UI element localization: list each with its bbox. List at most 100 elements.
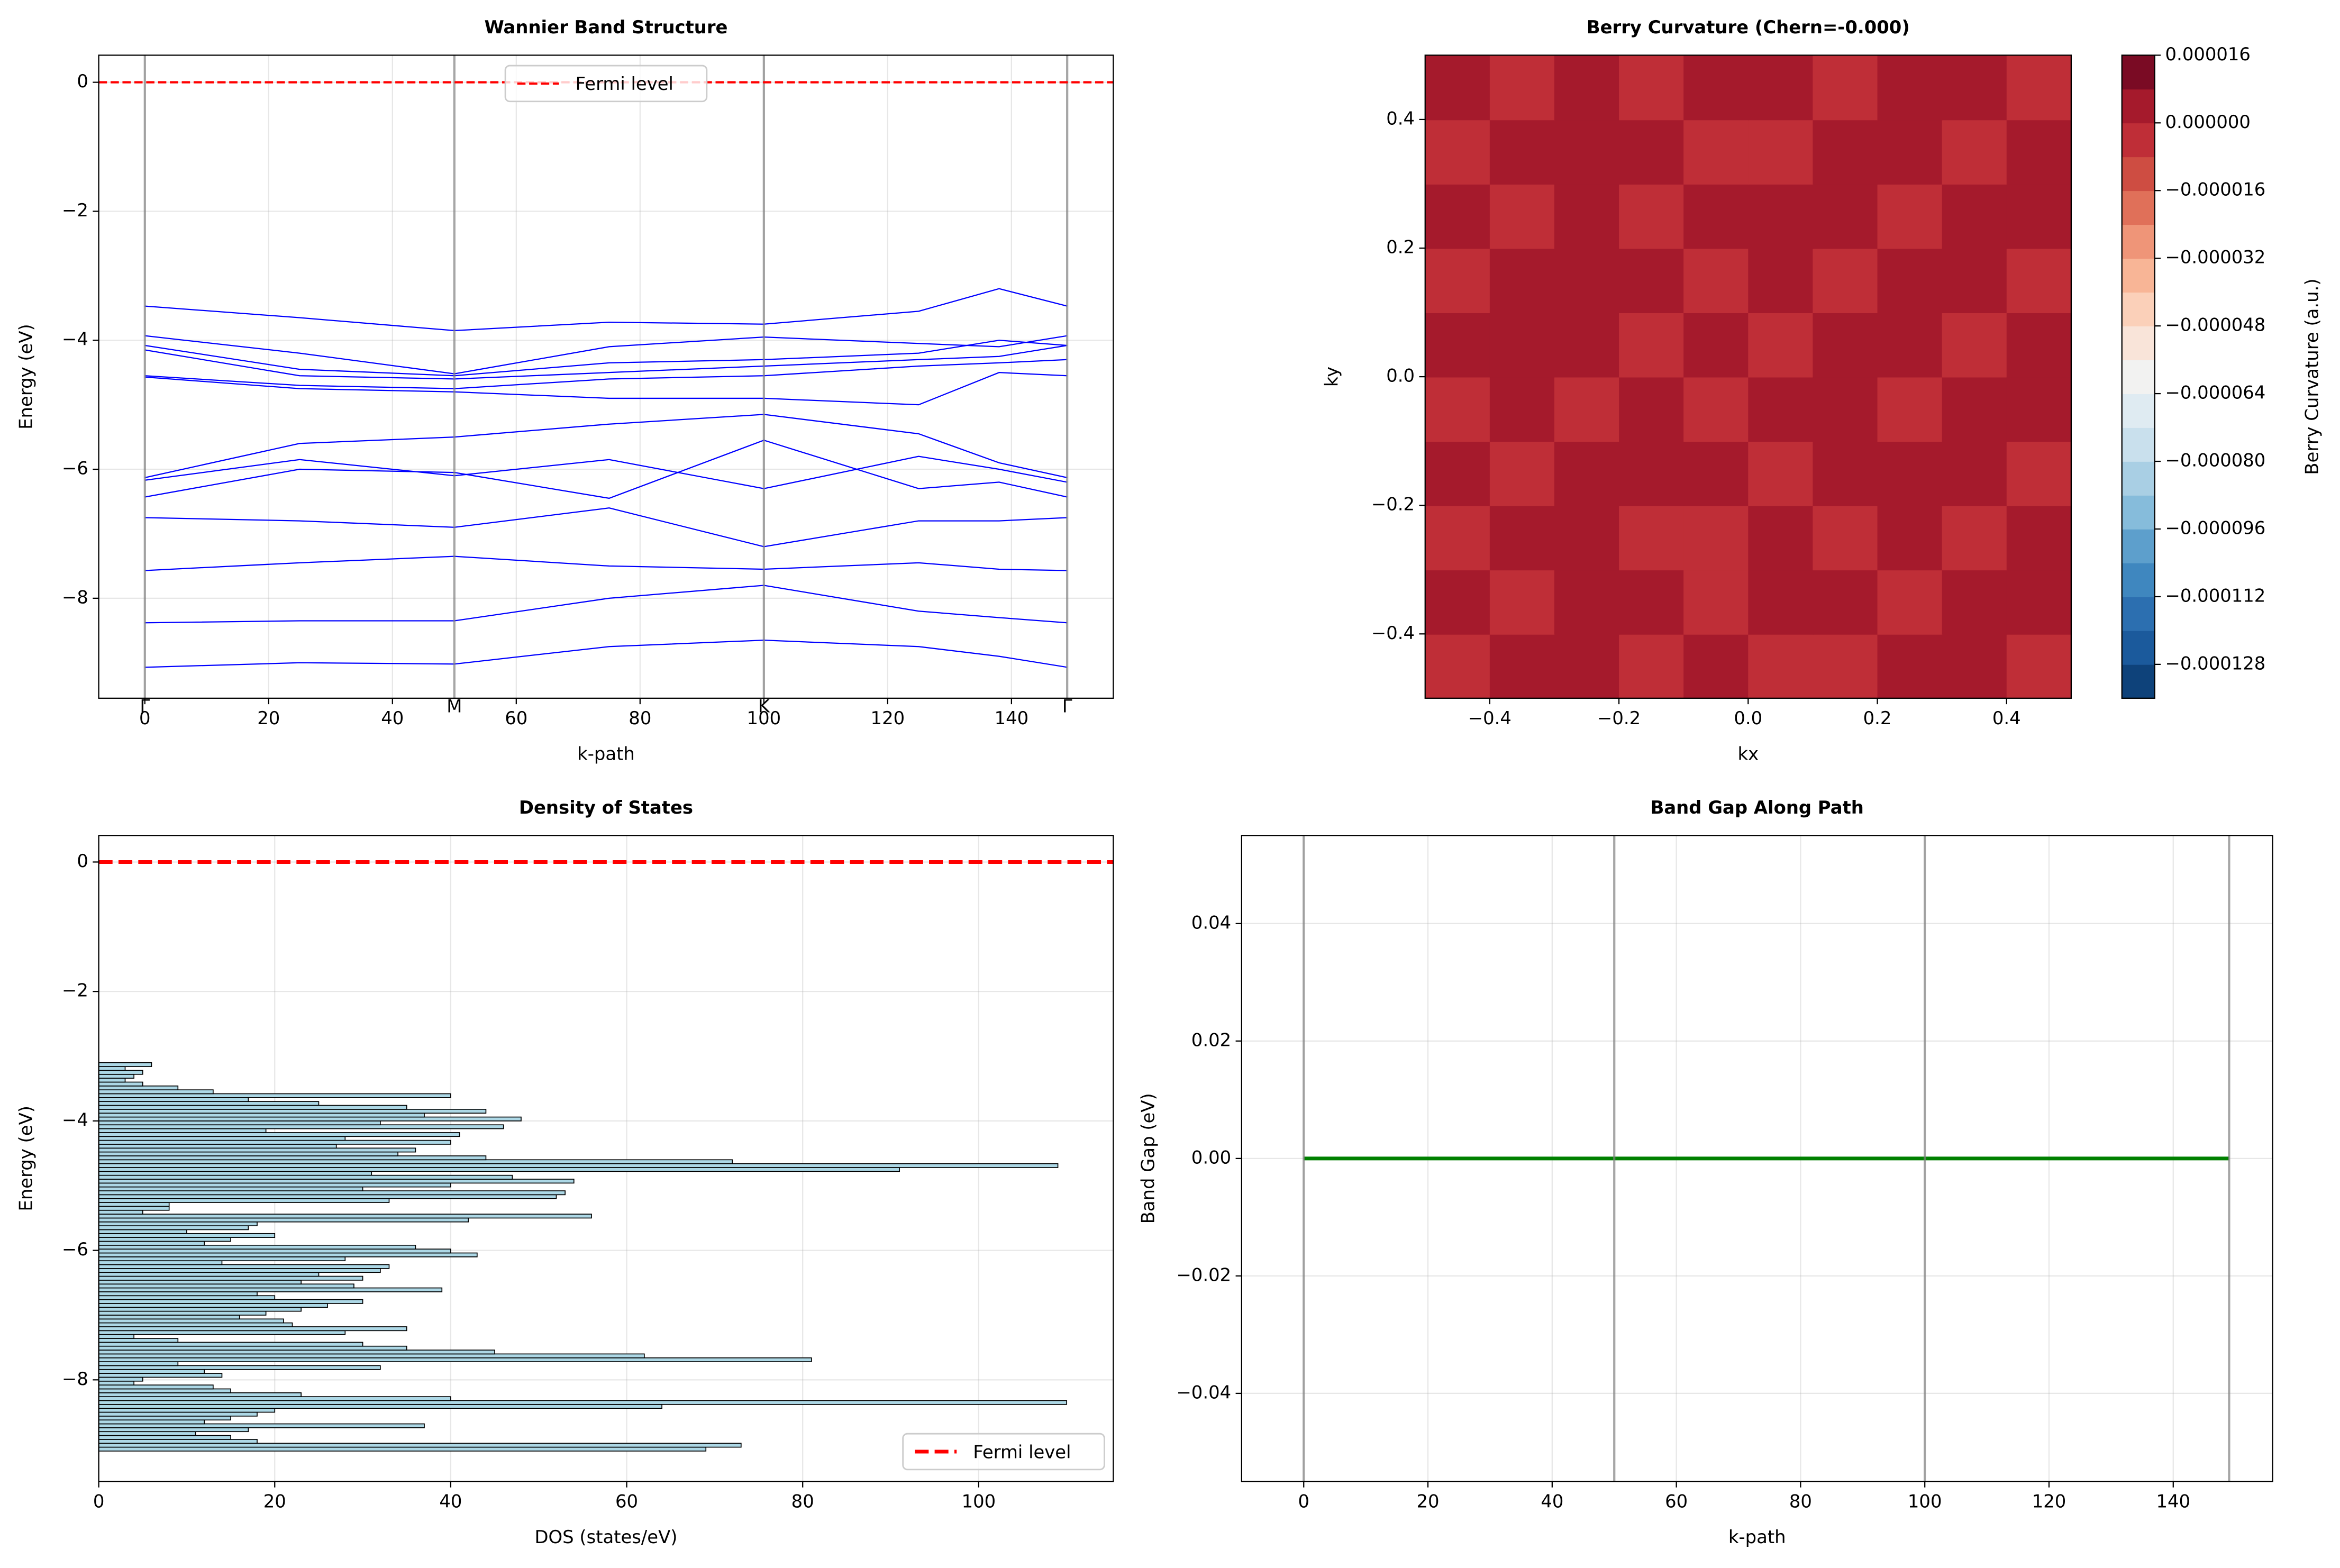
dos-bar: [98, 1225, 249, 1230]
dos-bar: [98, 1291, 258, 1297]
dos-bar: [98, 1318, 284, 1324]
dos-bar: [98, 1380, 134, 1385]
y-tick-label: 0.04: [1191, 912, 1231, 933]
contour-cell: [1748, 248, 1814, 313]
contour-cell: [1877, 312, 1943, 378]
x-tick-label: 80: [629, 708, 651, 728]
line-series: [144, 340, 1068, 377]
x-tick-label: −0.2: [1597, 708, 1641, 728]
contour-cell: [1748, 119, 1814, 185]
dos-bar: [98, 1322, 293, 1327]
colorbar-tick-label: −0.000064: [2165, 382, 2266, 403]
x-tick-label: 100: [747, 708, 781, 728]
y-tick-label: −4: [62, 1109, 88, 1130]
y-tick-label: −6: [62, 1239, 88, 1260]
axes-frame: [1241, 835, 2273, 1482]
dos-bar: [98, 1268, 381, 1273]
y-tick-label: −2: [62, 200, 88, 221]
axes-frame: [98, 54, 1114, 699]
dos-bar: [98, 1073, 134, 1079]
x-tick-label: 80: [1789, 1491, 1812, 1511]
line-series: [144, 639, 1068, 668]
contour-cell: [1489, 119, 1555, 185]
dos-bar: [98, 1416, 231, 1421]
y-tick-label: 0.0: [1386, 366, 1415, 386]
y-tick-label: 0.4: [1386, 108, 1415, 129]
subplot: 0 20 40 60 80 100 −8 −6 −4 −2 0 Fermi level Density …: [16, 797, 1114, 1547]
high-symmetry-label: M: [447, 696, 462, 716]
legend-label: Fermi level: [576, 74, 673, 94]
contour-cell: [1554, 55, 1620, 121]
contour-cell: [1748, 312, 1814, 378]
dos-bar: [98, 1369, 205, 1374]
dos-bar: [98, 1186, 363, 1191]
contour-cell: [1942, 377, 2008, 442]
dos-bar: [98, 1365, 381, 1370]
dos-bar: [98, 1194, 557, 1199]
colorbar-tick-label: −0.000016: [2165, 179, 2266, 200]
dos-bar: [98, 1241, 205, 1246]
x-tick-label: 20: [1417, 1491, 1440, 1511]
colorbar-tick-label: −0.000080: [2165, 450, 2266, 471]
colorbar-tick-label: −0.000032: [2165, 247, 2266, 268]
contour-cell: [1619, 441, 1685, 506]
subplot: 0 20 40 60 80 100 120 140 −0.04 −0.02 0.00 0.02 0.04…: [1138, 797, 2273, 1547]
line-series: [144, 585, 1068, 624]
x-tick-label: 0: [1298, 1491, 1309, 1511]
colorbar-band: [2122, 292, 2155, 326]
contour-cell: [1748, 55, 1814, 121]
contour-cell: [1489, 441, 1555, 506]
dos-bar: [98, 1272, 320, 1277]
plot-area: [1241, 835, 2273, 1482]
contour-cell: [1425, 248, 1491, 313]
x-tick-label: 0: [93, 1491, 105, 1511]
contour-cell: [1489, 184, 1555, 249]
dos-bar: [98, 1439, 258, 1444]
contour-cell: [1425, 569, 1491, 635]
colorbar-band: [2122, 157, 2155, 192]
dos-bar: [98, 1264, 390, 1269]
dos-bar: [98, 1342, 363, 1347]
dos-bar: [98, 1299, 363, 1304]
colorbar-band: [2122, 89, 2155, 124]
dos-bar: [98, 1275, 363, 1281]
axes-frame: [1424, 54, 2072, 699]
contour-cell: [1489, 634, 1555, 698]
dos-bar: [98, 1287, 443, 1292]
contour-cell: [1683, 634, 1749, 698]
contour-cell: [1554, 634, 1620, 698]
contour-cell: [1877, 441, 1943, 506]
x-axis-label: k-path: [1728, 1527, 1786, 1547]
contour-cell: [2006, 634, 2071, 698]
colorbar-band: [2122, 394, 2155, 428]
dos-bar: [98, 1345, 407, 1351]
dos-bar: [98, 1229, 187, 1234]
contour-cell: [1942, 569, 2008, 635]
y-tick-label: −0.4: [1371, 623, 1415, 643]
colorbar-band: [2122, 190, 2155, 225]
dos-bar: [98, 1109, 487, 1114]
dos-bar: [98, 1388, 231, 1393]
contour-cell: [2006, 505, 2071, 571]
dos-bar: [98, 1315, 240, 1320]
contour-cell: [1619, 505, 1685, 571]
contour-cell: [1683, 505, 1749, 571]
contour-cell: [1813, 441, 1878, 506]
line-series: [144, 414, 1068, 478]
dos-bar: [98, 1338, 179, 1343]
chart-title: Berry Curvature (Chern=-0.000): [1587, 17, 1910, 38]
contour-cell: [1813, 55, 1878, 121]
dos-bar: [98, 1151, 398, 1156]
contour-cell: [1554, 569, 1620, 635]
contour-cell: [1942, 184, 2008, 249]
dos-bar: [98, 1105, 407, 1110]
colorbar-band: [2122, 427, 2155, 462]
dos-bar: [98, 1163, 1059, 1168]
x-tick-label: 80: [791, 1491, 814, 1511]
colorbar-band: [2122, 630, 2155, 665]
dos-bar: [98, 1303, 328, 1308]
contour-cell: [1942, 248, 2008, 313]
contour-cell: [1619, 634, 1685, 698]
